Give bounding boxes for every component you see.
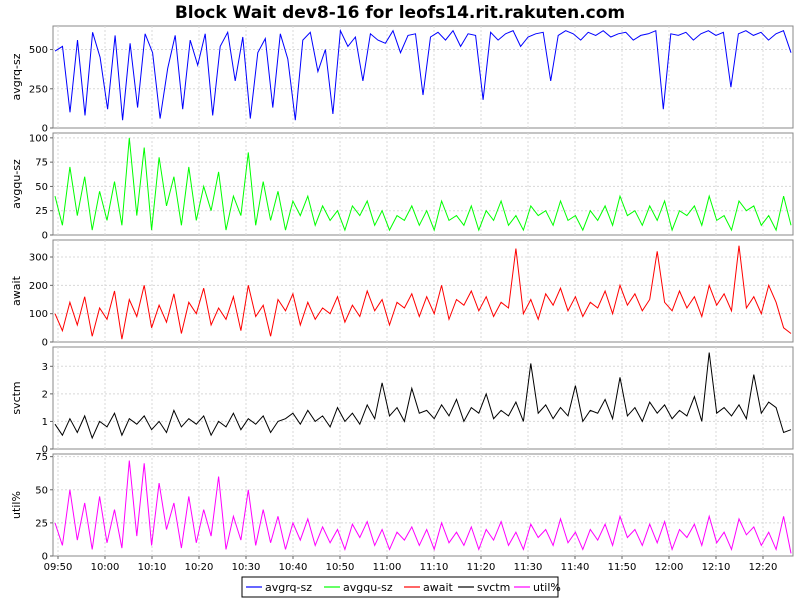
series-line-avgqu-sz	[54, 137, 792, 232]
x-tick-label: 12:10	[702, 562, 731, 573]
panel-frame	[52, 453, 794, 557]
series-line-avgrq-sz	[54, 28, 792, 121]
y-tick-label: 200	[29, 281, 48, 292]
y-axis-label: avgrq-sz	[10, 53, 23, 100]
y-tick-label: 3	[42, 362, 48, 373]
y-tick-label: 250	[29, 84, 48, 95]
y-tick-label: 300	[29, 253, 48, 264]
y-tick-label: 100	[29, 309, 48, 320]
x-tick-label: 11:20	[467, 562, 496, 573]
chart-title: Block Wait dev8-16 for leofs14.rit.rakut…	[175, 3, 625, 23]
y-tick-label: 0	[42, 445, 48, 456]
panel-frame	[52, 25, 794, 129]
y-tick-label: 0	[42, 338, 48, 349]
y-tick-label: 0	[42, 231, 48, 242]
y-tick-label: 25	[35, 206, 48, 217]
y-axis-label: util%	[10, 491, 23, 519]
x-tick-label: 12:20	[749, 562, 778, 573]
x-tick-label: 10:40	[279, 562, 308, 573]
y-tick-label: 75	[35, 452, 48, 463]
x-tick-label: 09:50	[44, 562, 73, 573]
y-tick-label: 50	[35, 485, 48, 496]
series-line-await	[54, 245, 792, 340]
x-tick-label: 10:30	[232, 562, 261, 573]
legend-item-avgrq-sz: avgrq-sz	[246, 581, 312, 594]
x-tick-label: 10:50	[326, 562, 355, 573]
x-tick-label: 10:00	[91, 562, 120, 573]
legend-item-svctm: svctm	[458, 581, 510, 594]
x-tick-label: 11:00	[373, 562, 402, 573]
legend-label: avgrq-sz	[265, 581, 312, 594]
legend: avgrq-sz avgqu-sz await svctm util%	[241, 576, 561, 598]
x-tick-label: 11:30	[514, 562, 543, 573]
panel-utilpct: 0 25 50 75 util%	[10, 452, 794, 563]
x-tick-label: 11:40	[561, 562, 590, 573]
y-tick-label: 75	[35, 158, 48, 169]
panel-await: 0 100 200 300 await	[10, 239, 794, 349]
legend-box	[241, 576, 559, 598]
series-line-svctm	[54, 352, 792, 440]
legend-label: await	[423, 581, 454, 594]
y-tick-label: 500	[29, 45, 48, 56]
x-tick-label: 10:20	[185, 562, 214, 573]
y-tick-label: 25	[35, 518, 48, 529]
legend-item-utilpct: util%	[514, 581, 561, 594]
legend-label: svctm	[477, 581, 510, 594]
panel-avgrq-sz: 0 250 500 avgrq-sz	[10, 25, 794, 135]
y-tick-label: 50	[35, 182, 48, 193]
x-tick-label: 11:50	[608, 562, 637, 573]
panels-layer: 0250500avgrq-sz0255075100avgqu-sz0100200…	[10, 25, 794, 563]
y-tick-label: 1	[42, 417, 48, 428]
panel-frame	[52, 346, 794, 450]
x-tick-label: 10:10	[138, 562, 167, 573]
panel-svctm: 0 1 2 3 svctm	[10, 346, 794, 456]
y-axis-label: await	[10, 275, 23, 306]
x-tick-label: 11:10	[420, 562, 449, 573]
y-axis-label: svctm	[10, 381, 23, 414]
y-tick-label: 2	[42, 389, 48, 400]
x-tick-label: 12:00	[655, 562, 684, 573]
legend-label: util%	[533, 581, 561, 594]
y-tick-label: 100	[29, 133, 48, 144]
legend-label: avgqu-sz	[343, 581, 393, 594]
x-axis: 09:50 10:00 10:10 10:20 10:30 10:40 10:50 11:00…	[44, 556, 778, 573]
panel-avgqu-sz: 0 25 50 75 100 avgqu-sz	[10, 132, 794, 242]
series-line-utilpct	[54, 460, 792, 554]
y-tick-label: 0	[42, 552, 48, 563]
panel-frame	[52, 132, 794, 236]
legend-item-avgqu-sz: avgqu-sz	[324, 581, 393, 594]
panel-frame	[52, 239, 794, 343]
y-tick-label: 0	[42, 124, 48, 135]
legend-item-await: await	[404, 581, 454, 594]
y-axis-label: avgqu-sz	[10, 159, 23, 209]
